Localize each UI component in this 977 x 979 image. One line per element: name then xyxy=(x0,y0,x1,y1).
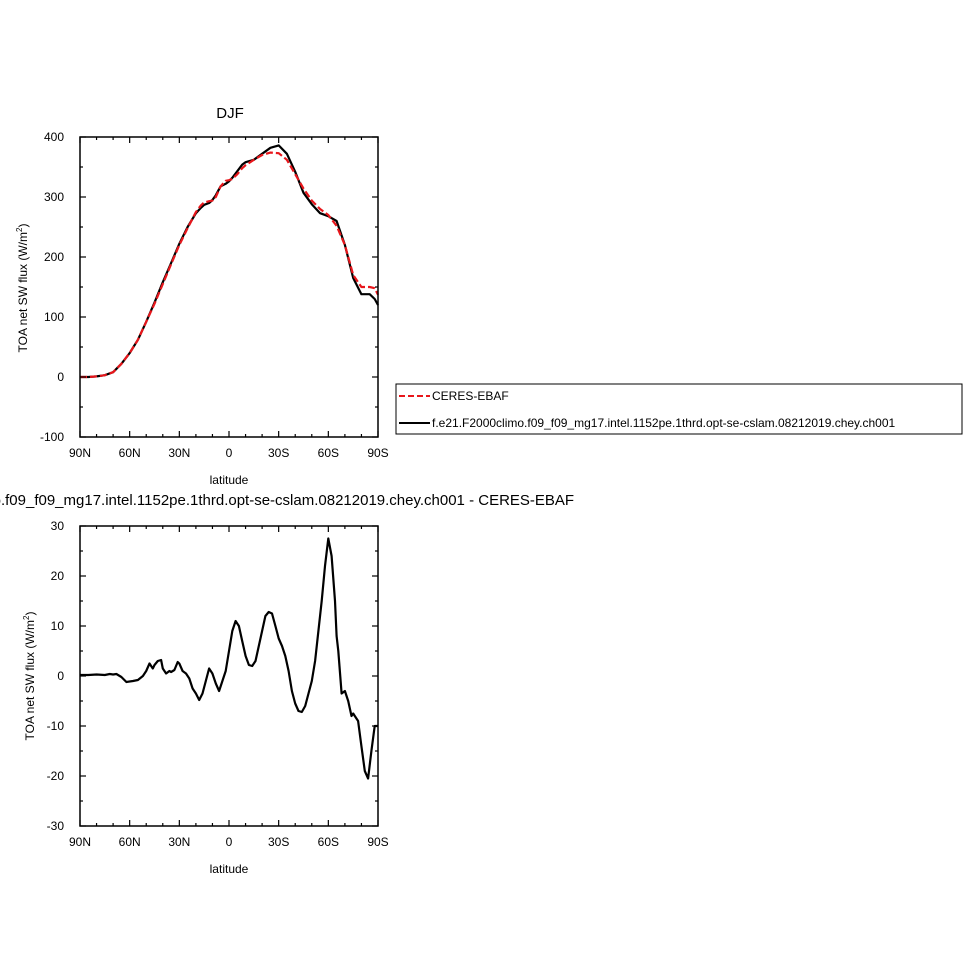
x-axis-label: latitude xyxy=(210,862,249,876)
x-tick-label: 90S xyxy=(367,835,388,849)
y-axis-label: TOA net SW flux (W/m2) xyxy=(15,224,30,353)
y-tick-label: 200 xyxy=(44,250,64,264)
y-axis-label: TOA net SW flux (W/m2) xyxy=(22,612,37,741)
x-ticks: 90N 60N 30N 0 30S 60S 90S xyxy=(69,137,389,460)
series-line xyxy=(80,151,379,379)
x-tick-label: 90S xyxy=(367,446,388,460)
x-tick-label: 90N xyxy=(69,835,91,849)
plot-area xyxy=(80,144,379,379)
chart-title: DJF xyxy=(216,105,244,122)
y-tick-label: 400 xyxy=(44,130,64,144)
x-axis-label: latitude xyxy=(210,473,249,487)
x-ticks: 90N 60N 30N 0 30S 60S 90S xyxy=(69,526,389,849)
chart-title: f.e21.F2000climo.f09_f09_mg17.intel.1152… xyxy=(0,492,574,509)
y-tick-label: -20 xyxy=(47,769,65,783)
x-tick-label: 60S xyxy=(318,446,339,460)
x-tick-label: 60N xyxy=(119,446,141,460)
y-tick-label: -100 xyxy=(40,430,64,444)
y-ticks: 30 20 10 0 -10 -20 -30 xyxy=(47,519,378,833)
x-tick-label: 30S xyxy=(268,835,289,849)
y-tick-label: -10 xyxy=(47,719,65,733)
series-line xyxy=(80,537,378,780)
y-tick-label: 30 xyxy=(51,519,65,533)
x-tick-label: 30S xyxy=(268,446,289,460)
legend-label-ceres: CERES-EBAF xyxy=(432,389,509,403)
y-tick-label: 300 xyxy=(44,190,64,204)
top-chart: DJF 90N 60N 30N 0 30S 60S 90S 400 300 200 100 0 -10… xyxy=(15,105,389,487)
y-ticks: 400 300 200 100 0 -100 xyxy=(40,130,378,444)
plot-area xyxy=(80,537,378,780)
legend: CERES-EBAF f.e21.F2000climo.f09_f09_mg17… xyxy=(395,383,963,435)
series-line xyxy=(80,144,379,379)
bottom-chart: f.e21.F2000climo.f09_f09_mg17.intel.1152… xyxy=(0,492,574,876)
y-tick-label: 100 xyxy=(44,310,64,324)
x-tick-label: 60S xyxy=(318,835,339,849)
y-tick-label: 0 xyxy=(57,370,64,384)
x-tick-label: 60N xyxy=(119,835,141,849)
legend-box xyxy=(395,383,963,435)
y-tick-label: 0 xyxy=(57,669,64,683)
x-tick-label: 0 xyxy=(226,835,233,849)
x-tick-label: 90N xyxy=(69,446,91,460)
x-tick-label: 30N xyxy=(168,446,190,460)
y-tick-label: 10 xyxy=(51,619,65,633)
y-tick-label: 20 xyxy=(51,569,65,583)
x-tick-label: 0 xyxy=(226,446,233,460)
y-tick-label: -30 xyxy=(47,819,65,833)
legend-label-model: f.e21.F2000climo.f09_f09_mg17.intel.1152… xyxy=(432,416,896,430)
x-tick-label: 30N xyxy=(168,835,190,849)
